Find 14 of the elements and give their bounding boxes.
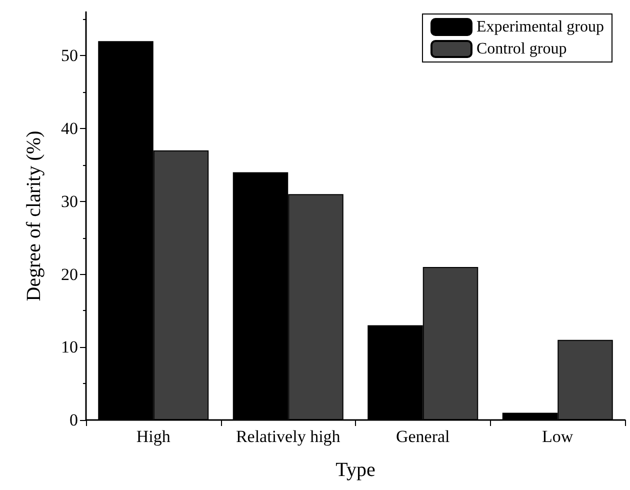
x-tick-label: High (136, 427, 171, 446)
y-tick-label: 50 (61, 46, 78, 66)
y-tick-label: 40 (61, 119, 78, 138)
x-tick-label: Relatively high (236, 427, 341, 446)
legend-label: Control group (476, 40, 567, 58)
y-tick-label: 0 (70, 410, 78, 430)
x-tick-label: General (396, 427, 450, 446)
x-axis-title: Type (336, 459, 376, 481)
y-tick-label: 30 (61, 192, 78, 211)
y-axis-title: Degree of clarity (%) (23, 130, 45, 302)
y-tick-label: 10 (61, 338, 78, 357)
y-tick-label: 20 (61, 264, 78, 284)
legend-label: Experimental group (476, 18, 604, 36)
x-tick-label: Low (542, 427, 574, 446)
